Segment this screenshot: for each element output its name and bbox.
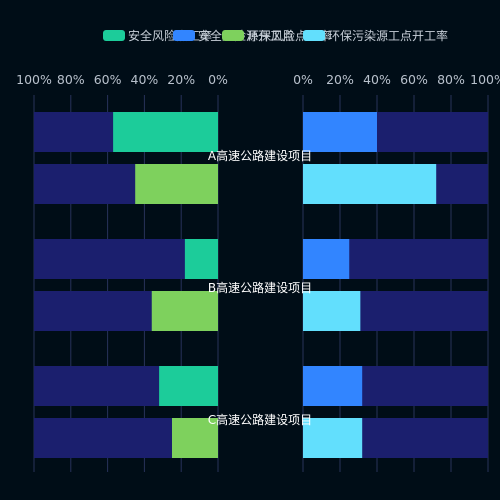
right-bar	[303, 164, 437, 204]
left-bar	[159, 366, 218, 406]
left-axis-tick-label: 20%	[167, 72, 195, 87]
left-bar	[113, 112, 218, 152]
left-bar	[151, 291, 218, 331]
right-axis-tick-label: 20%	[326, 72, 354, 87]
right-bar	[303, 291, 361, 331]
right-axis-tick-label: 0%	[293, 72, 313, 87]
right-axis-tick-label: 100%	[470, 72, 500, 87]
left-axis-tick-label: 60%	[94, 72, 122, 87]
category-label: A高速公路建设项目	[208, 148, 312, 163]
category-label: C高速公路建设项目	[208, 412, 312, 427]
left-bar	[135, 164, 218, 204]
right-axis-tick-label: 60%	[400, 72, 428, 87]
right-axis-tick-label: 80%	[437, 72, 465, 87]
right-axis-tick-label: 40%	[363, 72, 391, 87]
legend-swatch	[222, 30, 244, 41]
right-bar	[303, 366, 363, 406]
right-bar	[303, 239, 350, 279]
category-label: B高速公路建设项目	[208, 280, 312, 295]
legend-swatch	[173, 30, 195, 41]
legend-item-label: 安全风险源开工点	[198, 28, 294, 43]
legend-item-label: 环保污染源工点开工率	[328, 28, 448, 43]
legend-swatch	[303, 30, 325, 41]
left-axis-tick-label: 0%	[208, 72, 228, 87]
left-bar	[184, 239, 218, 279]
left-bar	[172, 418, 218, 458]
left-axis-tick-label: 100%	[16, 72, 52, 87]
right-bar	[303, 112, 377, 152]
left-axis-tick-label: 80%	[57, 72, 85, 87]
right-bar	[303, 418, 363, 458]
left-axis-tick-label: 40%	[131, 72, 159, 87]
legend-swatch	[103, 30, 125, 41]
